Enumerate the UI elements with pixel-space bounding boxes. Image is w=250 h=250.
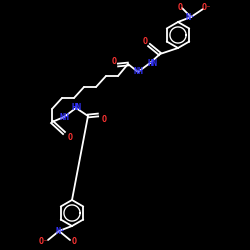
Text: O: O: [102, 114, 106, 124]
Text: O: O: [178, 2, 182, 12]
Text: NH: NH: [133, 68, 143, 76]
Text: N⁺: N⁺: [186, 12, 196, 22]
Text: O: O: [112, 56, 116, 66]
Text: O: O: [68, 132, 72, 141]
Text: HN: HN: [71, 104, 81, 112]
Text: O⁻: O⁻: [39, 236, 49, 246]
Text: O⁻: O⁻: [202, 4, 212, 13]
Text: N⁺: N⁺: [56, 226, 66, 235]
Text: O: O: [142, 38, 148, 46]
Text: HN: HN: [147, 58, 157, 68]
Text: NH: NH: [59, 112, 69, 122]
Text: O: O: [72, 236, 76, 246]
